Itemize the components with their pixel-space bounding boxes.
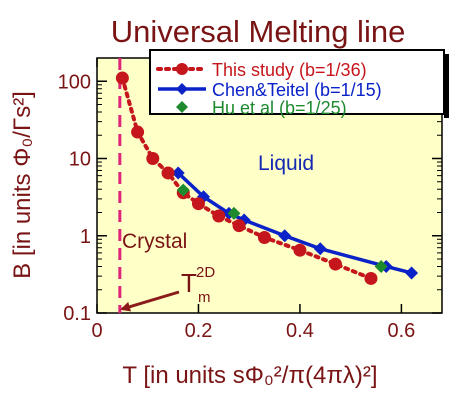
x-tick-label: 0.4 [286, 320, 314, 342]
axes-ticks: 0 0.2 0.4 0.6 0.1 1 10 100 [58, 57, 442, 342]
data-point [146, 152, 160, 166]
y-axis-label: B [in units Φ₀/Γs²] [9, 91, 36, 279]
data-point [364, 271, 378, 285]
x-tick-label: 0.2 [185, 320, 213, 342]
data-point [171, 166, 185, 180]
crystal-label: Crystal [122, 230, 187, 253]
data-point [278, 229, 292, 243]
data-point [131, 125, 145, 139]
legend-entry-2: Hu et al (b=1/25) [176, 98, 347, 118]
legend: This study (b=1/36)Chen&Teitel (b=1/15)H… [149, 49, 449, 118]
legend-entry-0: This study (b=1/36) [156, 60, 367, 80]
series-0 [115, 71, 378, 285]
chart-title: Universal Melting line [111, 14, 406, 49]
x-axis-label: T [in units sΦ₀²/π(4πλ)²] [122, 362, 377, 389]
legend-label: This study (b=1/36) [212, 60, 367, 80]
series-2 [176, 183, 388, 273]
melting-temp-annotation: T 2D m [120, 264, 215, 312]
legend-marker [176, 101, 188, 113]
data-point [176, 183, 190, 197]
liquid-label: Liquid [258, 152, 314, 175]
legend-label: Hu et al (b=1/25) [212, 98, 347, 118]
melting-temp-arrow [120, 290, 180, 312]
data-point [227, 206, 241, 220]
melting-temp-symbol: T [181, 268, 197, 298]
data-point [257, 230, 271, 244]
data-point [212, 209, 226, 223]
melting-temp-subscript: m [198, 289, 211, 306]
data-point [191, 197, 205, 211]
data-point [232, 219, 246, 233]
melting-temp-superscript: 2D [196, 264, 215, 281]
legend-entry-1: Chen&Teitel (b=1/15) [158, 80, 382, 100]
data-point [328, 257, 342, 271]
legend-marker [176, 63, 188, 75]
legend-shadow [444, 54, 449, 118]
y-tick-label: 0.1 [63, 303, 91, 325]
data-point [161, 166, 175, 180]
data-point [293, 243, 307, 257]
data-point [405, 266, 419, 280]
data-point [374, 259, 388, 273]
legend-marker [176, 83, 188, 95]
x-tick-label: 0 [91, 320, 102, 342]
y-tick-label: 10 [69, 149, 91, 171]
legend-box [149, 49, 445, 115]
data-point [313, 242, 327, 256]
series-layer [115, 71, 419, 285]
data-point [115, 71, 129, 85]
x-tick-label: 0.6 [388, 320, 416, 342]
y-tick-label: 100 [58, 71, 91, 93]
y-tick-label: 1 [80, 226, 91, 248]
legend-label: Chen&Teitel (b=1/15) [212, 80, 382, 100]
series-line [176, 171, 412, 275]
